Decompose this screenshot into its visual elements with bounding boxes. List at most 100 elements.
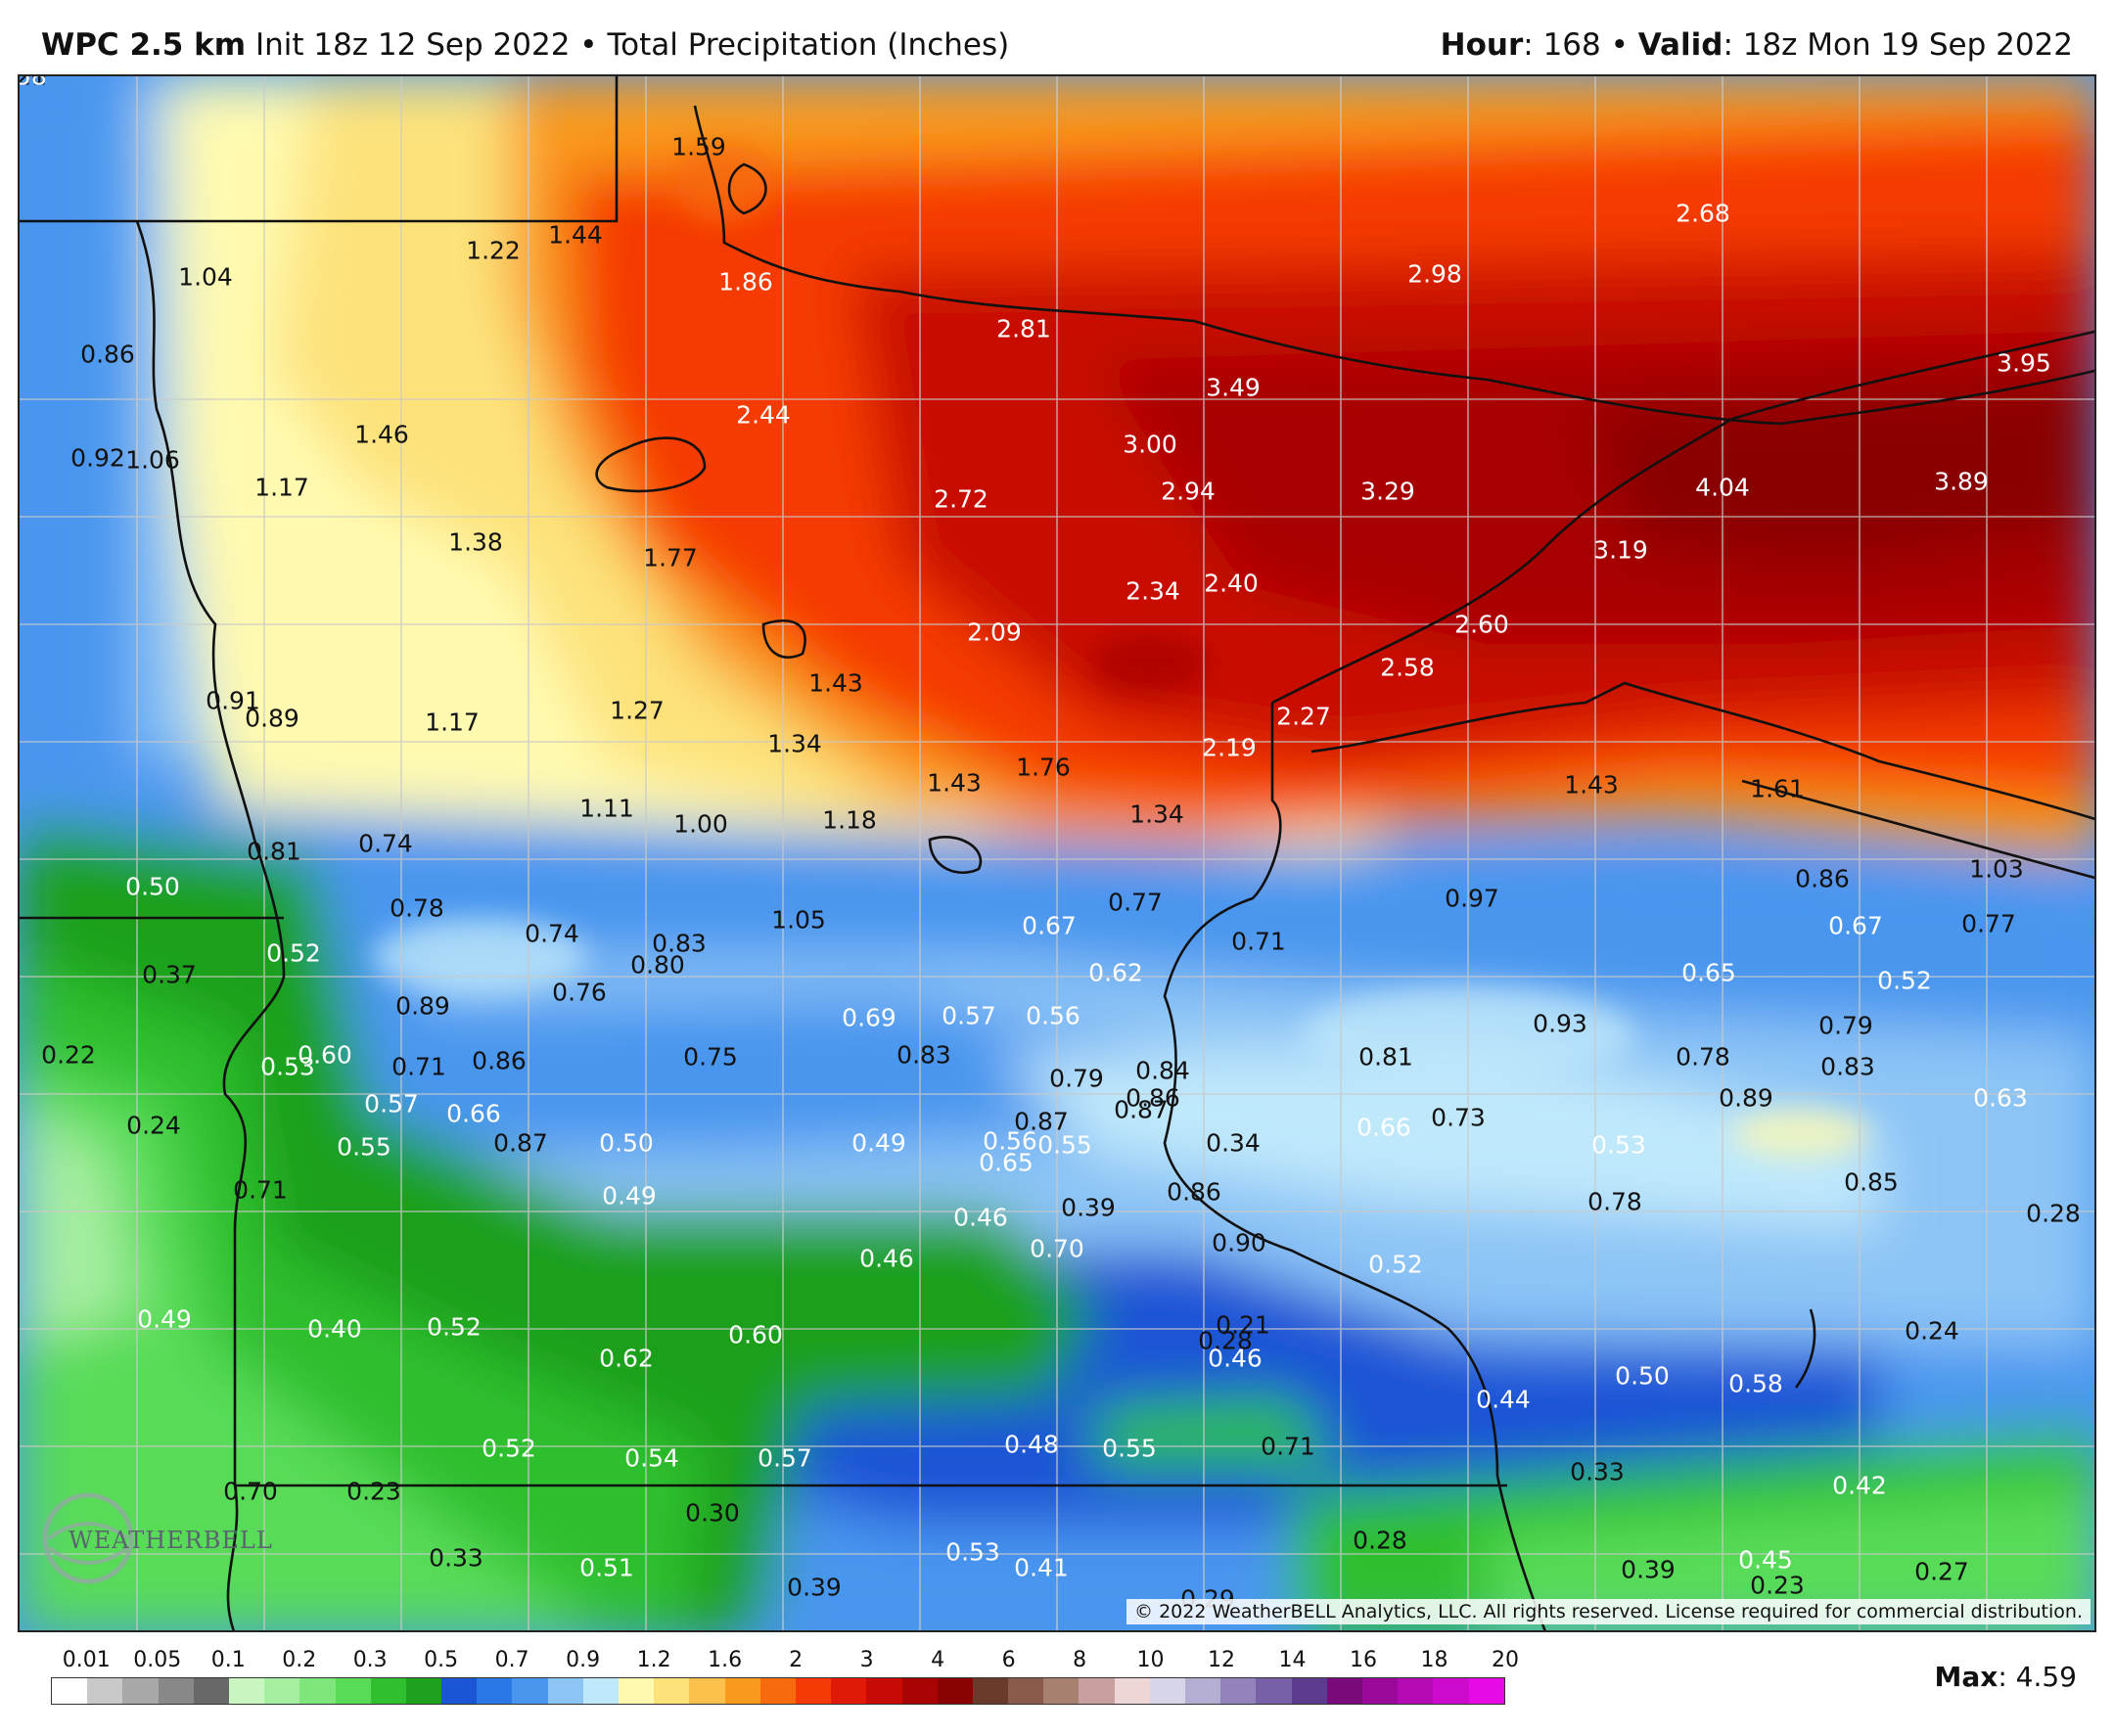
precip-value-label: 1.11 [579, 794, 634, 823]
scale-tick-label: 0.05 [133, 1648, 182, 1672]
precip-value-label: 0.86 [472, 1046, 527, 1075]
precip-value-label: 0.86 [1126, 1083, 1180, 1113]
precip-value-label: 0.83 [1820, 1052, 1875, 1081]
globe-icon [42, 1492, 134, 1584]
precip-value-label: 2.58 [1380, 653, 1435, 682]
precip-value-label: 3.89 [1934, 467, 1989, 496]
header-title: WPC 2.5 km Init 18z 12 Sep 2022 • Total … [41, 27, 1009, 63]
scale-tick-label: 1.2 [636, 1648, 671, 1672]
scale-tick-label: 0.3 [352, 1648, 388, 1672]
precip-value-label: 0.60 [728, 1320, 783, 1349]
scale-swatch [619, 1678, 655, 1704]
precip-value-label: 3.19 [1593, 535, 1648, 565]
scale-swatch [866, 1678, 902, 1704]
scale-swatch [1291, 1678, 1327, 1704]
precip-value-label: 0.71 [391, 1052, 446, 1081]
precip-value-label: 0.48 [1004, 1430, 1059, 1459]
precip-value-label: 0.78 [1676, 1042, 1730, 1072]
precip-value-label: 0.27 [1914, 1557, 1969, 1586]
precip-value-label: 0.52 [266, 938, 321, 968]
precip-value-label: 0.57 [364, 1089, 419, 1119]
precip-value-label: 0.57 [758, 1443, 812, 1473]
precip-value-label: 0.41 [1014, 1553, 1069, 1582]
precip-value-label: 0.78 [1587, 1187, 1642, 1216]
precip-value-label: 0.65 [1681, 958, 1736, 987]
precip-value-label: 0.57 [942, 1001, 996, 1030]
precip-value-label: 0.81 [1358, 1042, 1413, 1072]
scale-tick-label: 20 [1492, 1648, 1519, 1672]
precip-value-label: 0.34 [1206, 1128, 1261, 1158]
precip-value-label: 0.83 [652, 929, 707, 958]
scale-swatch [759, 1678, 796, 1704]
precip-value-label: 0.23 [346, 1477, 401, 1506]
precip-value-label: 0.87 [1114, 1095, 1169, 1124]
precip-value-label: 0.66 [1356, 1113, 1411, 1142]
precip-value-label: 2.34 [1126, 576, 1180, 606]
precip-value-label: 0.80 [630, 950, 685, 980]
scale-swatch [1361, 1678, 1399, 1704]
precip-value-label: 0.67 [1828, 911, 1883, 940]
precip-value-label: 2.09 [967, 617, 1022, 647]
precip-value-label: 0.53 [260, 1052, 315, 1081]
scale-swatch [1114, 1678, 1150, 1704]
precip-value-label: 2.94 [1161, 477, 1216, 506]
precip-value-label: 1.77 [643, 543, 698, 572]
precip-value-label: 0.46 [953, 1203, 1008, 1232]
precip-value-label: 1.61 [1750, 774, 1805, 803]
precip-value-label: 0.62 [599, 1344, 654, 1373]
precip-value-label: 1.43 [927, 768, 982, 798]
precip-value-label: 0.86 [1795, 864, 1850, 893]
scale-swatch [901, 1678, 938, 1704]
precip-value-label: 2.40 [1204, 569, 1259, 598]
scale-swatch [547, 1678, 583, 1704]
precip-value-label: 0.87 [493, 1128, 548, 1158]
init-time: Init 18z 12 Sep 2022 [254, 27, 571, 63]
precip-value-label: 1.27 [610, 696, 665, 725]
precip-value-label: 0.54 [624, 1443, 679, 1473]
scale-tick-label: 0.2 [282, 1648, 317, 1672]
precip-value-label: 0.33 [429, 1543, 483, 1573]
county-lines [20, 76, 2094, 1630]
precip-value-label: 0.58 [1728, 1369, 1783, 1398]
precip-value-label: 3.29 [1360, 477, 1415, 506]
precip-value-label: 1.34 [767, 729, 822, 758]
scale-swatch [1468, 1678, 1504, 1704]
precip-value-label: 1.34 [1129, 799, 1184, 829]
scale-tick-label: 0.5 [424, 1648, 459, 1672]
color-scale-legend: 0.01 0.05 0.1 0.2 0.3 0.5 0.7 0.9 1.2 1.6 2 3 4 6 8 10 1… [51, 1648, 1519, 1707]
precip-value-label: 0.28 [1353, 1526, 1407, 1555]
precip-value-label: 0.55 [1037, 1130, 1092, 1160]
precip-value-label: 0.37 [142, 960, 197, 989]
precip-value-label: 0.83 [896, 1040, 951, 1070]
precip-value-label: 0.49 [602, 1181, 657, 1211]
scale-tick-label: 12 [1208, 1648, 1236, 1672]
precip-value-label: 0.52 [1877, 966, 1932, 995]
scale-swatch [1149, 1678, 1185, 1704]
precip-value-label: 0.70 [1030, 1234, 1084, 1263]
scale-swatch [335, 1678, 371, 1704]
scale-tick-label: 0.7 [494, 1648, 529, 1672]
precip-value-label: 0.50 [125, 872, 180, 901]
precip-value-label: 1.43 [808, 668, 863, 698]
precip-value-label: 0.45 [1738, 1545, 1793, 1575]
precip-value-label: 0.89 [245, 704, 299, 733]
scale-swatch [1008, 1678, 1044, 1704]
precip-value-label: 0.46 [859, 1244, 914, 1273]
precip-value-label: 0.77 [1961, 909, 2016, 938]
precip-value-label: 0.28 [2026, 1199, 2081, 1228]
precip-value-label: 0.52 [482, 1434, 536, 1463]
scale-swatch [1220, 1678, 1257, 1704]
precip-value-label: 0.67 [1022, 911, 1077, 940]
precip-value-label: 0.24 [126, 1111, 181, 1140]
scale-swatch [1326, 1678, 1362, 1704]
precip-value-label: 1.03 [1969, 854, 2024, 884]
precip-value-label: 0.81 [247, 837, 301, 866]
precip-value-label: 3.00 [1123, 430, 1177, 459]
precip-value-label: 0.77 [1108, 888, 1163, 917]
hour-value: : 168 [1523, 27, 1601, 63]
scale-tick-label: 10 [1136, 1648, 1165, 1672]
precip-value-label: 1.05 [771, 905, 826, 935]
precip-value-label: 0.69 [842, 1003, 896, 1032]
precip-value-label: 0.49 [851, 1128, 906, 1158]
precip-value-label: 0.53 [945, 1537, 1000, 1567]
